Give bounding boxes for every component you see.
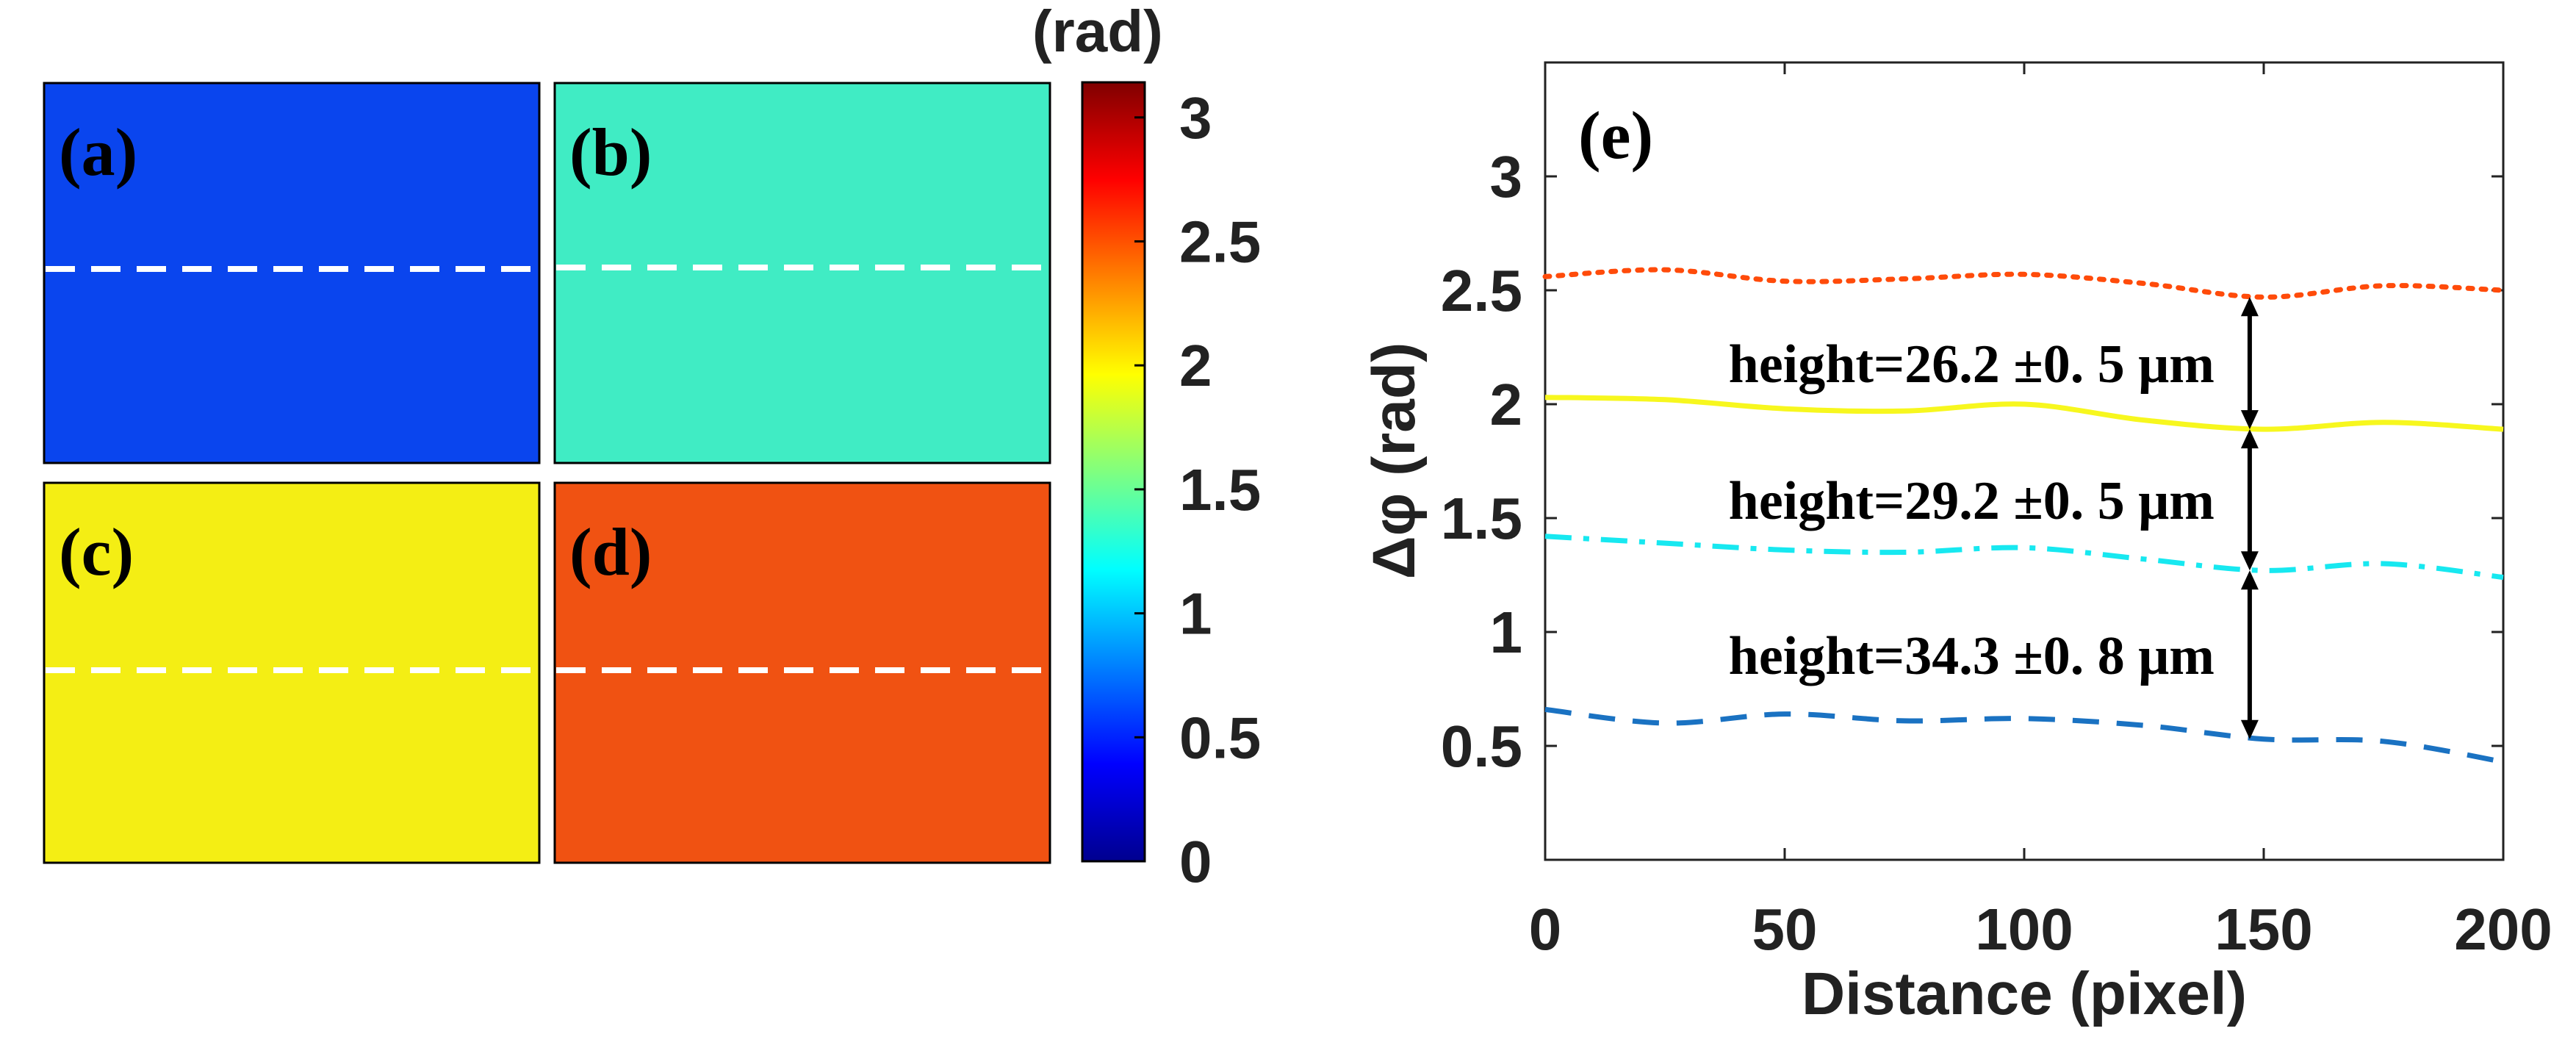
colorbar-tick-label: 0.5 — [1179, 705, 1261, 770]
arrow-head-up — [2240, 297, 2259, 317]
colorbar-tick-label: 3 — [1179, 85, 1212, 151]
colorbar: (rad) 0 0.5 1 1.5 2 2.5 3 — [1032, 0, 1261, 894]
axis-ticks: 0 50 100 150 200 0.5 1 1.5 2 2.5 3 — [1441, 62, 2552, 962]
panel-b: (b) — [553, 82, 1051, 464]
chart-panel-label: (e) — [1578, 98, 1653, 173]
x-tick-label: 50 — [1752, 897, 1818, 962]
height-annotation-label: height=26.2 ±0. 5 μm — [1729, 334, 2215, 395]
x-axis-label: Distance (pixel) — [1802, 960, 2247, 1027]
colorbar-ticks: 0 0.5 1 1.5 2 2.5 3 — [1134, 85, 1261, 894]
height-annotation-label: height=29.2 ±0. 5 μm — [1729, 471, 2215, 531]
x-tick-label: 150 — [2215, 897, 2312, 962]
y-tick-label: 1 — [1490, 600, 1523, 665]
height-annotation: height=26.2 ±0. 5 μm — [1729, 297, 2259, 430]
y-tick-label: 2 — [1490, 372, 1523, 437]
arrow-head-down — [2240, 410, 2259, 430]
height-annotation-label: height=34.3 ±0. 8 μm — [1729, 626, 2215, 686]
arrow-head-down — [2240, 719, 2259, 739]
panel-c-label: (c) — [59, 514, 134, 589]
panel-a-map — [43, 82, 541, 464]
line-chart: 0 50 100 150 200 0.5 1 1.5 2 2.5 3 height=26.2 ±0.… — [1361, 61, 2552, 1027]
series-line-4 — [1544, 706, 2504, 765]
y-tick-label: 1.5 — [1441, 486, 1522, 551]
series-layer — [1542, 267, 2506, 765]
arrow-layer: height=26.2 ±0. 5 μm height=29.2 ±0. 5 μm… — [1729, 297, 2259, 739]
colorbar-unit-label: (rad) — [1032, 0, 1163, 64]
arrow-head-up — [2240, 429, 2259, 449]
series-line-2 — [1544, 395, 2504, 432]
panel-b-map — [553, 82, 1051, 464]
y-tick-label: 0.5 — [1441, 714, 1522, 779]
panel-d: (d) — [553, 481, 1051, 864]
panel-a: (a) — [43, 82, 541, 464]
colorbar-tick-label: 0 — [1179, 829, 1212, 894]
y-tick-label: 2.5 — [1441, 258, 1522, 323]
arrow-head-up — [2240, 570, 2259, 590]
height-annotation: height=34.3 ±0. 8 μm — [1729, 570, 2259, 739]
series-line-1 — [1542, 267, 2506, 300]
x-tick-label: 200 — [2454, 897, 2552, 962]
colorbar-gradient — [1081, 81, 1146, 863]
plot-area — [1544, 61, 2505, 861]
x-tick-label: 100 — [1975, 897, 2073, 962]
y-tick-label: 3 — [1490, 144, 1523, 209]
colorbar-tick-label: 2.5 — [1179, 209, 1261, 274]
colorbar-tick-label: 1 — [1179, 581, 1212, 647]
x-tick-label: 0 — [1529, 897, 1562, 962]
panel-a-label: (a) — [59, 115, 137, 190]
colorbar-tick-label: 2 — [1179, 333, 1212, 398]
colorbar-tick-label: 1.5 — [1179, 457, 1261, 522]
y-axis-label: Δφ (rad) — [1361, 342, 1428, 580]
panel-c: (c) — [43, 481, 541, 864]
panel-d-label: (d) — [569, 514, 652, 589]
arrow-head-down — [2240, 551, 2259, 571]
height-annotation: height=29.2 ±0. 5 μm — [1729, 429, 2259, 571]
panel-b-label: (b) — [569, 115, 652, 190]
series-line-3 — [1544, 534, 2504, 581]
